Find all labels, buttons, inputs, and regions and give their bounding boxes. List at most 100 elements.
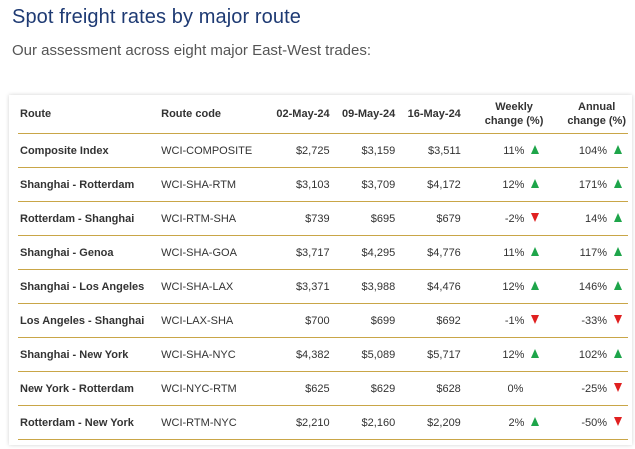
table-row: Rotterdam - Shanghai WCI-RTM-SHA $739 $695 $… xyxy=(18,201,628,236)
table-header-row: Route Route code 02-May-24 09-May-24 16-… xyxy=(18,95,628,134)
annual-change-value: 146% xyxy=(578,280,607,293)
route-code: WCI-SHA-RTM xyxy=(159,167,266,202)
route-name: Shanghai - Los Angeles xyxy=(18,269,160,304)
annual-change-value: 171% xyxy=(578,178,607,191)
rate-date-3: $692 xyxy=(397,303,463,338)
annual-change-cell: 104% xyxy=(545,133,628,168)
table-row: Shanghai - Rotterdam WCI-SHA-RTM $3,103 $3,… xyxy=(18,167,628,202)
route-code: WCI-LAX-SHA xyxy=(159,303,266,338)
route-code: WCI-SHA-NYC xyxy=(159,337,266,372)
table-row: Shanghai - Genoa WCI-SHA-GOA $3,717 $4,295 $… xyxy=(18,235,628,270)
rate-date-1: $625 xyxy=(265,371,332,406)
weekly-change-cell: -2% xyxy=(462,201,546,236)
rate-date-3: $4,476 xyxy=(397,269,463,304)
route-name: Rotterdam - Shanghai xyxy=(18,201,160,236)
route-code: WCI-RTM-NYC xyxy=(159,405,266,440)
route-name: Shanghai - Rotterdam xyxy=(18,167,160,202)
rate-date-3: $679 xyxy=(397,201,463,236)
weekly-change-value: -2% xyxy=(504,212,525,225)
down-arrow-icon xyxy=(614,382,622,392)
rate-date-3: $2,209 xyxy=(397,405,463,440)
rate-date-2: $3,988 xyxy=(331,269,398,304)
rate-date-1: $700 xyxy=(265,303,332,338)
up-arrow-icon xyxy=(614,178,622,188)
table-row: Shanghai - New York WCI-SHA-NYC $4,382 $5,0… xyxy=(18,337,628,372)
weekly-change-cell: -1% xyxy=(462,303,546,338)
rate-date-3: $628 xyxy=(397,371,463,406)
down-arrow-icon xyxy=(614,314,622,324)
col-header-weekly-line1: Weekly xyxy=(495,101,533,113)
weekly-change-cell: 12% xyxy=(462,167,546,202)
col-header-date-2: 09-May-24 xyxy=(331,95,398,134)
up-arrow-icon xyxy=(531,144,540,154)
col-header-weekly-line2: change (%) xyxy=(484,115,544,127)
annual-change-value: -33% xyxy=(581,314,607,327)
route-name: Shanghai - New York xyxy=(18,337,160,372)
weekly-change-cell: 11% xyxy=(462,235,546,270)
weekly-change-value: 12% xyxy=(502,178,525,191)
page-subtitle: Our assessment across eight major East-W… xyxy=(12,42,372,59)
rate-date-3: $3,511 xyxy=(397,133,463,168)
route-code: WCI-SHA-GOA xyxy=(159,235,266,270)
route-name: Los Angeles - Shanghai xyxy=(18,303,160,338)
route-code: WCI-RTM-SHA xyxy=(159,201,266,236)
weekly-change-value: 0% xyxy=(507,382,524,395)
down-arrow-icon xyxy=(531,212,540,222)
rate-date-2: $3,709 xyxy=(331,167,398,202)
rate-date-1: $3,103 xyxy=(265,167,332,202)
rates-table: Route Route code 02-May-24 09-May-24 16-… xyxy=(18,95,628,440)
col-header-annual-line2: change (%) xyxy=(567,115,626,127)
up-arrow-icon xyxy=(614,246,622,256)
weekly-change-cell: 12% xyxy=(462,337,546,372)
weekly-change-cell: 0% xyxy=(462,371,546,406)
up-arrow-icon xyxy=(614,348,622,358)
rate-date-2: $4,295 xyxy=(331,235,398,270)
route-name: New York - Rotterdam xyxy=(18,371,160,406)
weekly-change-value: 12% xyxy=(502,280,525,293)
rate-date-2: $3,159 xyxy=(331,133,398,168)
annual-change-value: 14% xyxy=(584,212,607,225)
rate-date-1: $4,382 xyxy=(265,337,332,372)
rate-date-3: $4,172 xyxy=(397,167,463,202)
rate-date-1: $2,210 xyxy=(265,405,332,440)
weekly-change-cell: 12% xyxy=(462,269,546,304)
weekly-change-value: 11% xyxy=(503,246,525,259)
col-header-annual-change: Annual change (%) xyxy=(545,95,628,134)
up-arrow-icon xyxy=(531,246,540,256)
annual-change-value: -25% xyxy=(581,382,607,395)
table-row: Shanghai - Los Angeles WCI-SHA-LAX $3,371 $… xyxy=(18,269,628,304)
col-header-weekly-change: Weekly change (%) xyxy=(462,95,546,134)
up-arrow-icon xyxy=(531,348,540,358)
annual-change-cell: -50% xyxy=(545,405,628,440)
col-header-date-3: 16-May-24 xyxy=(397,95,463,134)
table-row: Composite Index WCI-COMPOSITE $2,725 $3,159… xyxy=(18,133,628,168)
rate-date-2: $5,089 xyxy=(331,337,398,372)
annual-change-value: 102% xyxy=(578,348,607,361)
col-header-route: Route xyxy=(18,95,160,134)
annual-change-value: -50% xyxy=(581,416,607,429)
annual-change-value: 104% xyxy=(578,144,607,157)
up-arrow-icon xyxy=(614,212,622,222)
up-arrow-icon xyxy=(531,178,540,188)
route-code: WCI-COMPOSITE xyxy=(159,133,266,168)
weekly-change-cell: 2% xyxy=(462,405,546,440)
rate-date-3: $4,776 xyxy=(397,235,463,270)
weekly-change-value: -1% xyxy=(504,314,525,327)
rate-date-3: $5,717 xyxy=(397,337,463,372)
annual-change-cell: 146% xyxy=(545,269,628,304)
table-row: New York - Rotterdam WCI-NYC-RTM $625 $629 $… xyxy=(18,371,628,406)
annual-change-cell: -25% xyxy=(545,371,628,406)
rate-date-1: $3,717 xyxy=(265,235,332,270)
annual-change-cell: 102% xyxy=(545,337,628,372)
down-arrow-icon xyxy=(531,314,540,324)
annual-change-cell: 117% xyxy=(545,235,628,270)
route-code: WCI-NYC-RTM xyxy=(159,371,266,406)
rate-date-2: $629 xyxy=(331,371,398,406)
table-row: Rotterdam - New York WCI-RTM-NYC $2,210 $2,… xyxy=(18,405,628,440)
route-name: Rotterdam - New York xyxy=(18,405,160,440)
annual-change-cell: 14% xyxy=(545,201,628,236)
annual-change-cell: 171% xyxy=(545,167,628,202)
rate-date-2: $2,160 xyxy=(331,405,398,440)
route-name: Shanghai - Genoa xyxy=(18,235,160,270)
up-arrow-icon xyxy=(531,280,540,290)
